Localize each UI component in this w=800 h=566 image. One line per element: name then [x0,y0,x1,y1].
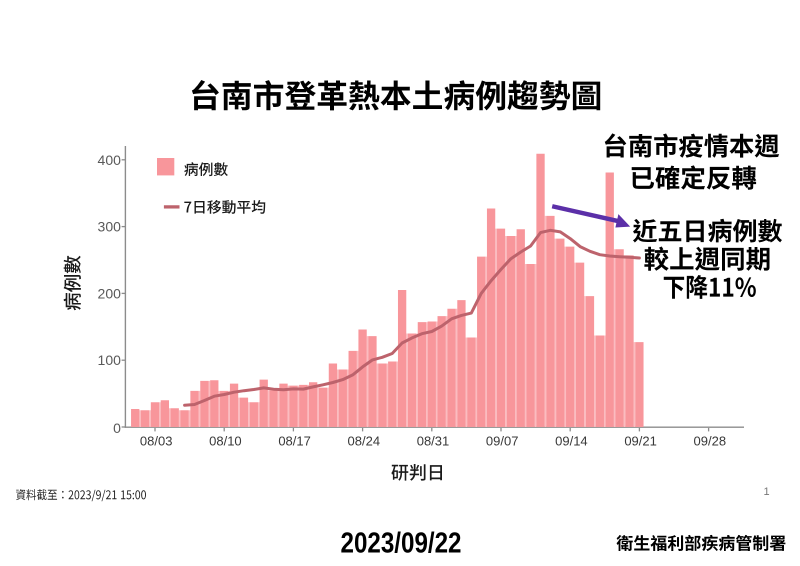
svg-text:08/31: 08/31 [417,433,450,448]
svg-text:400: 400 [98,152,122,168]
svg-text:0: 0 [113,420,121,436]
svg-text:200: 200 [98,285,122,301]
svg-text:08/03: 08/03 [140,433,173,448]
svg-text:1: 1 [763,486,769,498]
svg-text:09/21: 09/21 [624,433,657,448]
svg-text:09/14: 09/14 [555,433,588,448]
svg-text:2023/09/22: 2023/09/22 [341,528,462,560]
svg-text:300: 300 [98,219,122,235]
svg-text:08/10: 08/10 [209,433,242,448]
svg-text:09/28: 09/28 [694,433,727,448]
svg-text:08/17: 08/17 [278,433,311,448]
svg-text:08/24: 08/24 [348,433,381,448]
svg-text:09/07: 09/07 [486,433,519,448]
svg-text:100: 100 [98,352,122,368]
